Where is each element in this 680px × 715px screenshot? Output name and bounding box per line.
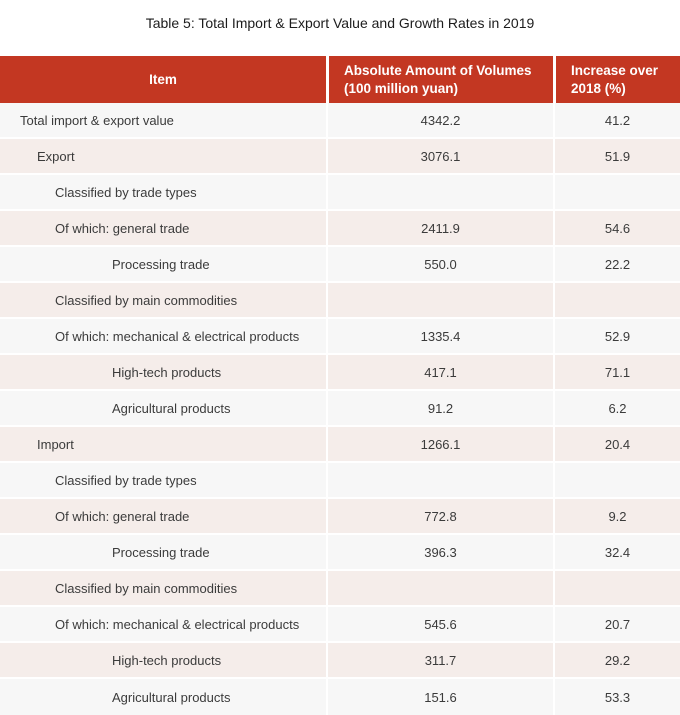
column-header-item: Item: [149, 71, 177, 87]
increase-cell: 6.2: [553, 391, 680, 425]
amount-cell: 550.0: [326, 247, 553, 281]
increase-cell: 54.6: [553, 211, 680, 245]
amount-cell: [326, 283, 553, 317]
table-row: Classified by main commodities: [0, 571, 680, 607]
item-cell: Of which: general trade: [0, 499, 326, 533]
item-label: Export: [37, 148, 75, 164]
increase-cell: 53.3: [553, 679, 680, 715]
item-cell: High-tech products: [0, 355, 326, 389]
item-label: High-tech products: [112, 364, 222, 380]
item-cell: Processing trade: [0, 247, 326, 281]
item-label: Import: [37, 436, 74, 452]
table-header-row: Item Absolute Amount of Volumes (100 mil…: [0, 56, 680, 103]
increase-cell: 41.2: [553, 103, 680, 137]
item-cell: Of which: mechanical & electrical produc…: [0, 607, 326, 641]
increase-cell: 29.2: [553, 643, 680, 677]
item-label: Agricultural products: [112, 400, 231, 416]
amount-cell: [326, 175, 553, 209]
amount-cell: [326, 571, 553, 605]
item-label: Of which: mechanical & electrical produc…: [55, 616, 300, 632]
increase-cell: [553, 463, 680, 497]
amount-cell: 2411.9: [326, 211, 553, 245]
amount-cell: 1266.1: [326, 427, 553, 461]
item-cell: Agricultural products: [0, 679, 326, 715]
table-row: Total import & export value 4342.2 41.2: [0, 103, 680, 139]
table-row: Import 1266.1 20.4: [0, 427, 680, 463]
amount-cell: 772.8: [326, 499, 553, 533]
increase-cell: [553, 283, 680, 317]
item-label: Classified by trade types: [55, 472, 197, 488]
table-row: Of which: mechanical & electrical produc…: [0, 607, 680, 643]
table-row: Processing trade 550.0 22.2: [0, 247, 680, 283]
item-cell: Import: [0, 427, 326, 461]
increase-cell: 32.4: [553, 535, 680, 569]
increase-cell: 52.9: [553, 319, 680, 353]
amount-cell: 1335.4: [326, 319, 553, 353]
amount-cell: 545.6: [326, 607, 553, 641]
table-row: Classified by main commodities: [0, 283, 680, 319]
item-cell: Of which: mechanical & electrical produc…: [0, 319, 326, 353]
item-label: Classified by trade types: [55, 184, 197, 200]
item-label: Of which: mechanical & electrical produc…: [55, 328, 300, 344]
table-row: Classified by trade types: [0, 463, 680, 499]
item-label: Classified by main commodities: [55, 580, 238, 596]
increase-cell: 9.2: [553, 499, 680, 533]
item-label: Of which: general trade: [55, 220, 190, 236]
amount-cell: 417.1: [326, 355, 553, 389]
table-row: High-tech products 417.1 71.1: [0, 355, 680, 391]
column-header-absolute-amount: Absolute Amount of Volumes (100 million …: [326, 56, 553, 103]
item-label: Total import & export value: [20, 112, 174, 128]
increase-cell: [553, 175, 680, 209]
table-row: Agricultural products 151.6 53.3: [0, 679, 680, 715]
amount-cell: 151.6: [326, 679, 553, 715]
item-label: Processing trade: [112, 256, 210, 272]
table-row: Of which: mechanical & electrical produc…: [0, 319, 680, 355]
item-label: Classified by main commodities: [55, 292, 238, 308]
item-cell: Export: [0, 139, 326, 173]
table-title: Table 5: Total Import & Export Value and…: [145, 15, 535, 31]
amount-cell: 4342.2: [326, 103, 553, 137]
increase-cell: [553, 571, 680, 605]
item-label: Processing trade: [112, 544, 210, 560]
increase-cell: 20.4: [553, 427, 680, 461]
amount-cell: 311.7: [326, 643, 553, 677]
amount-cell: 91.2: [326, 391, 553, 425]
item-label: Of which: general trade: [55, 508, 190, 524]
table-row: High-tech products 311.7 29.2: [0, 643, 680, 679]
increase-cell: 71.1: [553, 355, 680, 389]
table-row: Classified by trade types: [0, 175, 680, 211]
amount-cell: 3076.1: [326, 139, 553, 173]
amount-cell: [326, 463, 553, 497]
increase-cell: 51.9: [553, 139, 680, 173]
table-body: Total import & export value 4342.2 41.2 …: [0, 103, 680, 715]
increase-cell: 22.2: [553, 247, 680, 281]
column-header-increase: Increase over 2018 (%): [553, 56, 680, 103]
item-cell: Classified by main commodities: [0, 283, 326, 317]
item-cell: High-tech products: [0, 643, 326, 677]
table-row: Export 3076.1 51.9: [0, 139, 680, 175]
item-label: Agricultural products: [112, 689, 231, 705]
item-cell: Processing trade: [0, 535, 326, 569]
increase-cell: 20.7: [553, 607, 680, 641]
table-row: Of which: general trade 2411.9 54.6: [0, 211, 680, 247]
amount-cell: 396.3: [326, 535, 553, 569]
item-cell: Classified by trade types: [0, 463, 326, 497]
item-cell: Total import & export value: [0, 103, 326, 137]
item-cell: Agricultural products: [0, 391, 326, 425]
item-cell: Classified by main commodities: [0, 571, 326, 605]
table-row: Processing trade 396.3 32.4: [0, 535, 680, 571]
table-row: Agricultural products 91.2 6.2: [0, 391, 680, 427]
item-cell: Of which: general trade: [0, 211, 326, 245]
item-cell: Classified by trade types: [0, 175, 326, 209]
item-label: High-tech products: [112, 652, 222, 668]
table-row: Of which: general trade 772.8 9.2: [0, 499, 680, 535]
